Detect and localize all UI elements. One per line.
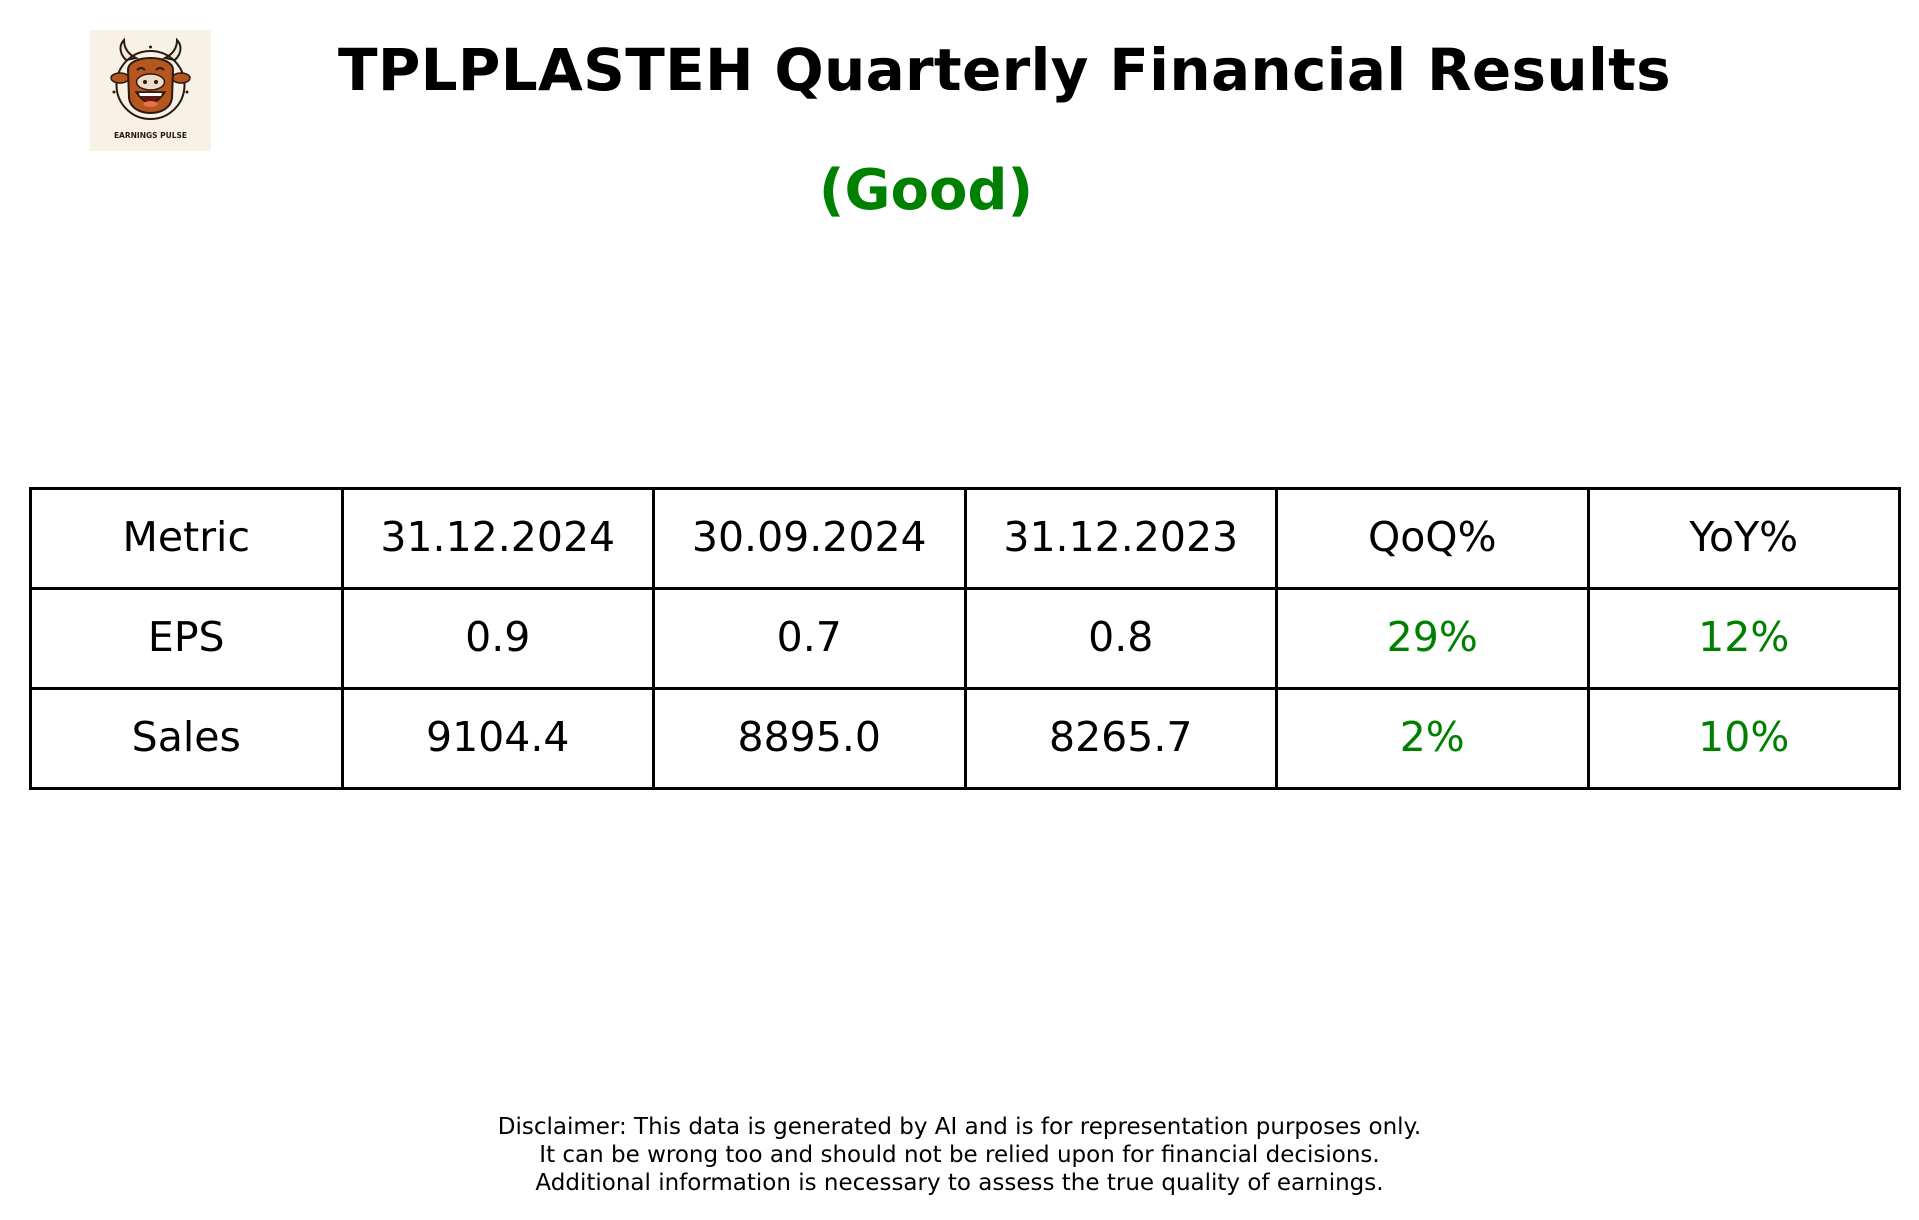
value-year-ago-quarter: 8265.7 <box>963 687 1278 790</box>
bull-mascot-icon: EARNINGS PULSE <box>90 30 211 151</box>
value-year-ago-quarter: 0.8 <box>963 587 1278 690</box>
column-header-year-ago-quarter: 31.12.2023 <box>963 487 1278 590</box>
column-header-metric: Metric <box>29 487 344 590</box>
column-header-qoq: QoQ% <box>1275 487 1590 590</box>
rating-badge: (Good) <box>818 158 1034 223</box>
metric-label: Sales <box>29 687 344 790</box>
disclaimer-line: It can be wrong too and should not be re… <box>539 1142 1380 1168</box>
yoy-change: 10% <box>1586 687 1901 790</box>
disclaimer-line: Disclaimer: This data is generated by AI… <box>497 1114 1422 1140</box>
value-current-quarter: 0.9 <box>340 587 655 690</box>
financial-results-table: Metric 31.12.2024 30.09.2024 31.12.2023 … <box>29 487 1901 790</box>
column-header-yoy: YoY% <box>1586 487 1901 590</box>
table-header-row: Metric 31.12.2024 30.09.2024 31.12.2023 … <box>29 487 1901 590</box>
value-previous-quarter: 0.7 <box>652 587 967 690</box>
column-header-current-quarter: 31.12.2024 <box>340 487 655 590</box>
svg-text:EARNINGS PULSE: EARNINGS PULSE <box>114 131 187 140</box>
disclaimer-line: Additional information is necessary to a… <box>535 1170 1384 1196</box>
qoq-change: 2% <box>1275 687 1590 790</box>
table-row-sales: Sales 9104.4 8895.0 8265.7 2% 10% <box>29 687 1901 790</box>
value-previous-quarter: 8895.0 <box>652 687 967 790</box>
column-header-previous-quarter: 30.09.2024 <box>652 487 967 590</box>
metric-label: EPS <box>29 587 344 690</box>
disclaimer: Disclaimer: This data is generated by AI… <box>0 1113 1919 1197</box>
page-title: TPLPLASTEH Quarterly Financial Results <box>338 36 1671 104</box>
earnings-pulse-logo: EARNINGS PULSE <box>90 30 211 151</box>
qoq-change: 29% <box>1275 587 1590 690</box>
yoy-change: 12% <box>1586 587 1901 690</box>
table-row-eps: EPS 0.9 0.7 0.8 29% 12% <box>29 587 1901 690</box>
value-current-quarter: 9104.4 <box>340 687 655 790</box>
